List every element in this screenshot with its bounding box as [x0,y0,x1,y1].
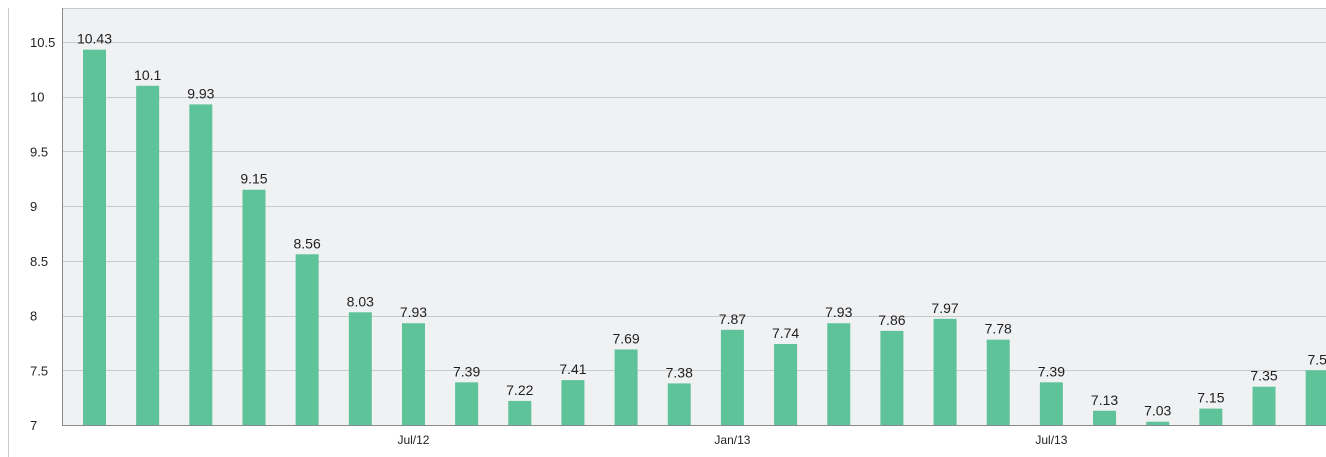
x-tick-label: Jan/13 [714,433,750,447]
plot-background-layer [62,8,1326,425]
y-tick-label: 7.5 [30,363,48,378]
data-label: 7.93 [400,304,427,320]
bar [1199,408,1223,425]
bar-layer [83,49,1326,426]
bar [455,382,479,425]
data-label: 7.41 [559,361,586,377]
y-tick-label: 9 [30,199,37,214]
y-tick-label: 8.5 [30,254,48,269]
bar [614,349,638,425]
bar [720,329,744,425]
data-label: 7.74 [772,325,799,341]
data-label: 7.69 [612,330,639,346]
bar [880,330,904,425]
bar [242,189,266,425]
data-label: 7.39 [1038,363,1065,379]
data-label: 9.93 [187,85,214,101]
bar [189,104,213,426]
data-label: 9.15 [240,171,267,187]
bar [1252,386,1276,425]
axis-layer: 77.588.599.51010.5Jul/12Jan/13Jul/13Jan/… [8,8,1326,457]
data-label: 7.03 [1144,403,1171,419]
bar [508,400,532,425]
bar [1146,421,1170,425]
y-tick-label: 7 [30,418,37,433]
bar [348,312,372,425]
data-label: 7.78 [985,321,1012,337]
bar [401,323,425,425]
bar [1039,382,1063,425]
data-label: 7.38 [666,364,693,380]
data-label-layer: 10.43 10.1 9.93 9.15 8.56 8.03 7.93 7.39 7.22 7.4… [77,31,1326,419]
bar [83,49,106,425]
data-label: 8.03 [347,293,374,309]
data-label: 7.97 [931,300,958,316]
data-label: 7.86 [878,312,905,328]
data-label: 7.93 [825,304,852,320]
bar [986,339,1010,425]
y-tick-label: 10.5 [30,35,55,50]
bar [1305,370,1326,425]
y-tick-label: 9.5 [30,144,48,159]
data-label: 7.13 [1091,392,1118,408]
data-label: 7.39 [453,363,480,379]
bar [136,85,160,426]
data-label: 8.56 [294,235,321,251]
bar [561,380,585,425]
plot-background [62,8,1326,425]
y-tick-label: 10 [30,90,44,105]
data-label: 10.1 [134,67,161,83]
data-label: 7.15 [1197,390,1224,406]
data-label: 10.43 [77,31,112,47]
x-tick-label: Jul/12 [397,433,429,447]
y-tick-label: 8 [30,309,37,324]
data-label: 7.5 [1307,351,1326,367]
bar [1093,410,1117,425]
bar [667,383,691,425]
bar [295,254,319,425]
bar [774,344,798,425]
x-tick-label: Jul/13 [1035,433,1067,447]
bar [827,323,851,425]
bar [933,318,957,425]
data-label: 7.35 [1250,368,1277,384]
data-label: 7.87 [719,311,746,327]
data-label: 7.22 [506,382,533,398]
